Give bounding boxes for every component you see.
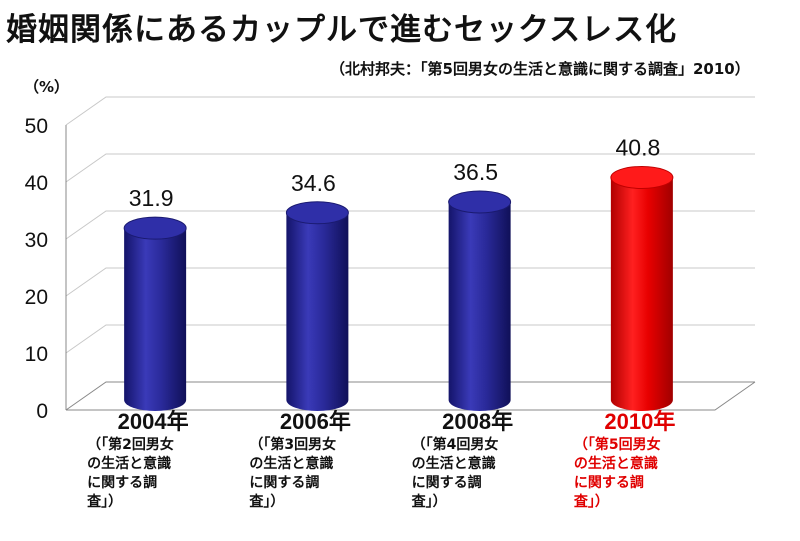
category-survey-name: （「第3回男女 の生活と意識 に関する調 査」） bbox=[249, 437, 337, 510]
category-year: 2004年 bbox=[117, 409, 189, 434]
category-survey-name: （「第5回男女 の生活と意識 に関する調 査」） bbox=[573, 437, 661, 510]
value-label: 36.5 bbox=[453, 159, 498, 185]
y-tick-label: 20 bbox=[25, 286, 48, 309]
y-tick-label: 40 bbox=[25, 172, 48, 195]
y-axis: 0 10 20 30 40 50 （%） bbox=[24, 78, 69, 423]
category-year: 2006年 bbox=[279, 409, 351, 434]
y-unit-label: （%） bbox=[24, 78, 69, 96]
value-label: 40.8 bbox=[615, 134, 660, 160]
chart-title: 婚姻関係にあるカップルで進むセックスレス化 bbox=[6, 12, 678, 48]
y-tick-label: 0 bbox=[36, 400, 48, 423]
category-year: 2008年 bbox=[442, 409, 514, 434]
y-tick-label: 30 bbox=[25, 229, 48, 252]
gridline bbox=[65, 153, 755, 183]
bar bbox=[123, 216, 187, 411]
x-category-label: 2004年 （「第2回男女 の生活と意識 に関する調 査」） bbox=[83, 404, 223, 512]
category-survey-name: （「第4回男女 の生活と意識 に関する調 査」） bbox=[411, 437, 499, 510]
bar bbox=[448, 190, 512, 411]
gridline bbox=[65, 96, 755, 126]
category-survey-name: （「第2回男女 の生活と意識 に関する調 査」） bbox=[87, 437, 174, 510]
gridline bbox=[65, 381, 755, 411]
y-tick-label: 10 bbox=[25, 343, 48, 366]
x-category-label: 2010年 （「第5回男女 の生活と意識 に関する調 査」） bbox=[570, 404, 710, 512]
category-year: 2010年 bbox=[604, 409, 676, 434]
value-labels: 31.9 34.6 36.5 40.8 bbox=[129, 134, 661, 211]
gridline bbox=[65, 267, 755, 297]
gridlines bbox=[65, 96, 756, 411]
value-label: 34.6 bbox=[291, 170, 336, 196]
x-category-label: 2008年 （「第4回男女 の生活と意識 に関する調 査」） bbox=[408, 404, 548, 512]
value-label: 31.9 bbox=[129, 185, 174, 211]
y-tick-label: 50 bbox=[25, 115, 48, 138]
x-category-label: 2006年 （「第3回男女 の生活と意識 に関する調 査」） bbox=[245, 404, 385, 512]
chart-subtitle: （北村邦夫：「第5回男女の生活と意識に関する調査」2010） bbox=[330, 60, 750, 78]
bar bbox=[285, 201, 349, 411]
gridline bbox=[65, 324, 755, 354]
bar bbox=[610, 165, 674, 411]
gridline bbox=[65, 210, 755, 240]
floor-edge bbox=[66, 381, 756, 411]
bars bbox=[123, 165, 674, 411]
